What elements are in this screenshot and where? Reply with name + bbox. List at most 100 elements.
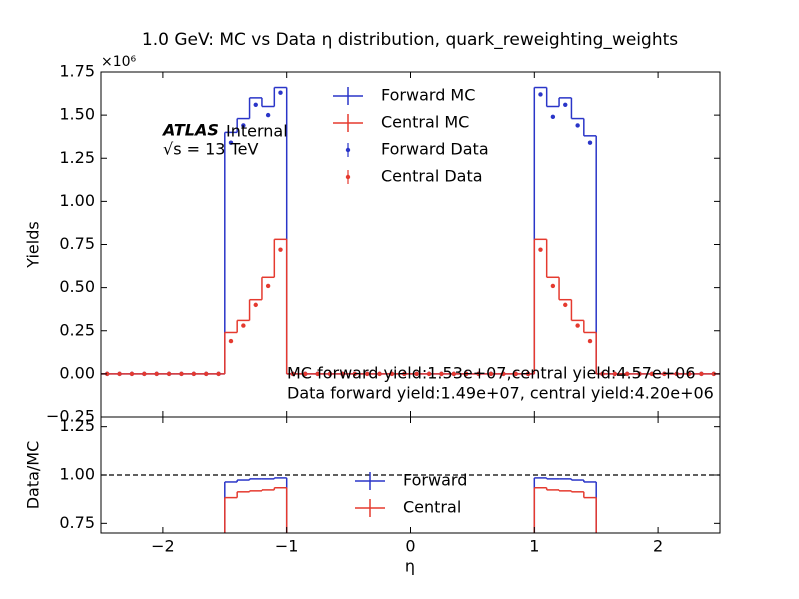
data-point [464, 371, 469, 377]
annotation: Data forward yield:1.49e+07, central yie… [287, 384, 714, 403]
data-point [575, 323, 580, 328]
legend-marker [345, 147, 351, 153]
data-point [104, 371, 110, 377]
data-point [451, 371, 457, 377]
legend-label: Forward Data [381, 140, 489, 159]
data-point [624, 371, 630, 377]
x-axis-label: η [405, 557, 415, 576]
y-axis-label: Data/MC [24, 441, 43, 510]
data-point [303, 371, 308, 377]
y-tick-label: 1.00 [59, 191, 95, 210]
data-point [204, 371, 209, 377]
y-offset-text: ×10⁶ [101, 54, 137, 70]
data-point [166, 371, 172, 377]
data-point [402, 371, 407, 377]
data-point [228, 140, 234, 145]
data-point [179, 371, 184, 377]
data-point [364, 371, 370, 377]
data-point [575, 123, 580, 128]
data-point [513, 371, 518, 377]
y-axis-label: Yields [24, 221, 43, 268]
data-point [265, 283, 271, 289]
x-tick-label: 2 [653, 537, 663, 556]
y-tick-label: 1.00 [59, 465, 95, 484]
data-point [290, 371, 296, 377]
axes-frame [100, 416, 721, 534]
data-point [278, 247, 283, 252]
data-point [563, 102, 568, 107]
data-point [117, 371, 122, 377]
data-point [216, 371, 221, 377]
data-point [501, 371, 506, 377]
data-point [389, 371, 395, 377]
annotation: Internal [226, 122, 288, 141]
data-point [340, 371, 345, 377]
x-tick-label: −1 [275, 537, 299, 556]
data-point [587, 140, 593, 145]
data-point [538, 247, 543, 252]
y-tick-label: 0.25 [59, 320, 95, 339]
chart-title: 1.0 GeV: MC vs Data η distribution, quar… [142, 30, 678, 50]
legend-label: Central MC [381, 113, 469, 132]
data-point [686, 371, 692, 377]
data-point [699, 371, 704, 377]
data-point [142, 371, 147, 377]
data-point [587, 338, 593, 344]
y-tick-label: 1.75 [59, 62, 95, 81]
data-point [476, 371, 481, 377]
plot-area [101, 86, 720, 377]
y-tick-label: 1.25 [59, 148, 95, 167]
data-point [352, 371, 357, 377]
legend-label: Central [403, 498, 461, 517]
data-point [600, 371, 605, 377]
data-point [550, 114, 556, 120]
data-point [241, 123, 246, 128]
data-point [191, 371, 197, 377]
legend-marker [345, 174, 351, 180]
annotation: √s = 13 TeV [163, 140, 258, 159]
x-tick-label: −2 [151, 537, 175, 556]
y-tick-label: 0.50 [59, 277, 95, 296]
data-point [649, 371, 655, 377]
y-tick-label: −0.25 [46, 407, 95, 426]
x-tick-label: 0 [405, 537, 415, 556]
data-point [327, 371, 333, 377]
data-point [265, 112, 271, 118]
data-point [550, 283, 556, 289]
data-point [538, 92, 543, 97]
data-point [662, 371, 667, 377]
data-point [228, 338, 234, 344]
data-point [414, 371, 419, 377]
data-point [253, 102, 258, 107]
data-point [154, 371, 159, 377]
data-point [637, 371, 642, 377]
legend-label: Central Data [381, 167, 483, 186]
annotation: ATLAS [161, 121, 219, 140]
plot-area [101, 474, 720, 533]
data-point [674, 371, 679, 377]
data-point [525, 371, 531, 377]
data-point [129, 371, 135, 377]
data-point [278, 90, 283, 95]
y-tick-label: 1.50 [59, 105, 95, 124]
data-point [253, 302, 258, 308]
data-point [315, 371, 320, 377]
data-point [488, 371, 494, 377]
legend-label: Forward MC [381, 86, 475, 105]
y-tick-label: 0.75 [59, 513, 95, 532]
data-point [377, 371, 382, 377]
data-point [612, 371, 617, 377]
data-point [439, 371, 444, 377]
data-point [426, 371, 432, 377]
y-tick-label: 1.25 [59, 416, 95, 435]
annotation: MC forward yield:1.53e+07,central yield:… [287, 364, 696, 383]
x-tick-label: 1 [529, 537, 539, 556]
data-point [241, 323, 246, 328]
data-point [563, 302, 568, 308]
legend-label: Forward [403, 471, 467, 490]
y-tick-label: 0.00 [59, 363, 95, 382]
data-point [711, 371, 717, 377]
